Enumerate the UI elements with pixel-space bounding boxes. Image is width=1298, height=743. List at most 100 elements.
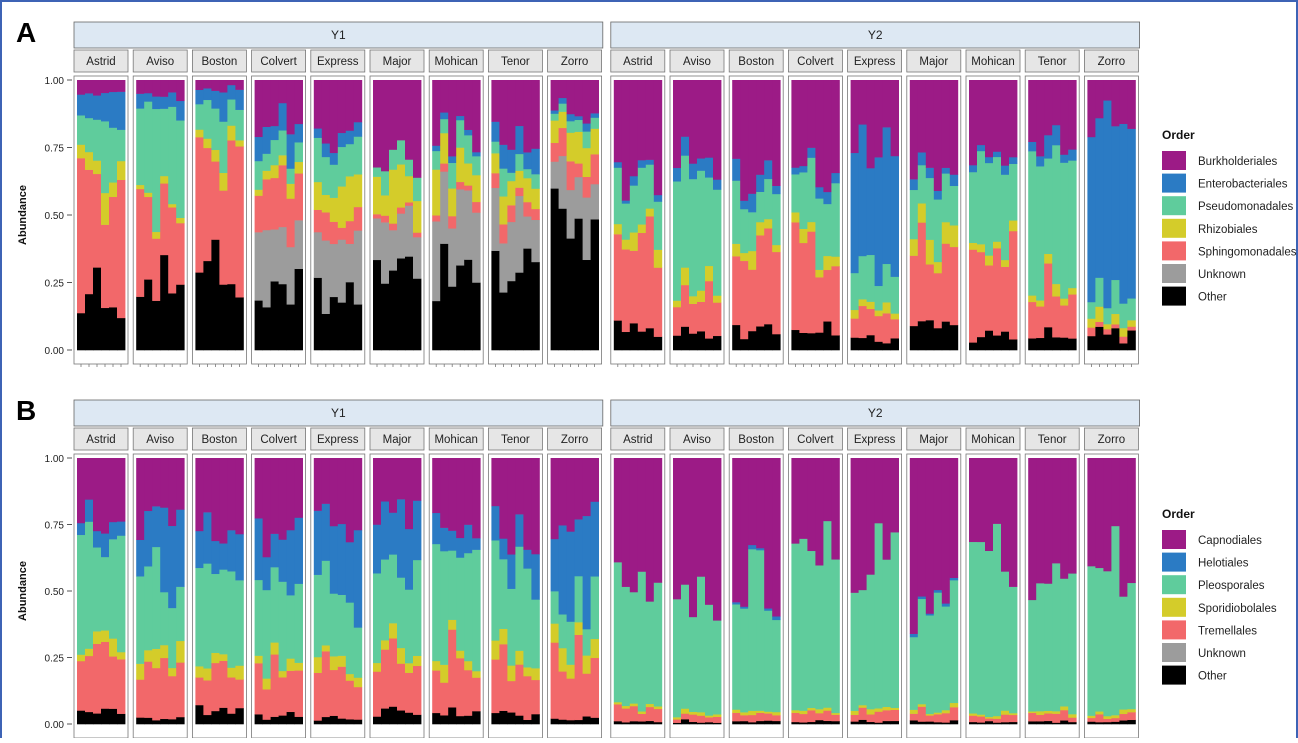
bar-segment (507, 665, 516, 682)
bar-segment (136, 93, 145, 109)
bar-segment (705, 80, 714, 158)
bar-segment (993, 722, 1002, 725)
bar-segment (117, 535, 126, 653)
bar-segment (850, 309, 859, 319)
bar-segment (1111, 721, 1120, 725)
bar-segment (850, 714, 859, 722)
bar-segment (1001, 174, 1010, 261)
bar-segment (353, 230, 363, 305)
bar-segment (472, 282, 481, 351)
bar-segment (531, 261, 540, 351)
bar-segment (823, 255, 832, 271)
bar-segment (772, 711, 781, 716)
cultivar-strip (728, 427, 784, 451)
bar-segment (807, 721, 816, 725)
bar-segment (491, 121, 500, 142)
bar-segment (227, 571, 236, 668)
bar-segment (499, 168, 508, 197)
bar-segment (373, 662, 382, 672)
bar-segment (456, 80, 465, 117)
cultivar-strip-label: Mohican (971, 434, 1014, 446)
bar-segment (1087, 715, 1096, 719)
bar-segment (203, 99, 212, 139)
bar-segment (211, 80, 220, 91)
bar-segment (823, 710, 832, 722)
bar-segment (772, 619, 781, 713)
cultivar-strip-label: Astrid (86, 434, 115, 446)
bar-segment (211, 149, 220, 162)
bar-segment (491, 250, 500, 351)
bar-segment (1001, 259, 1010, 267)
bar-segment (321, 313, 331, 351)
bar-segment (1095, 80, 1104, 119)
bar-segment (582, 176, 591, 198)
bar-segment (405, 80, 414, 160)
bar-segment (582, 131, 591, 149)
bar-segment (985, 720, 994, 725)
bar-segment (1103, 721, 1112, 725)
bar-segment (321, 560, 331, 646)
bar-segment (993, 718, 1002, 723)
bar-segment (815, 269, 824, 278)
cultivar-strip (906, 49, 962, 73)
bar-segment (515, 80, 524, 127)
bar-segment (136, 108, 145, 186)
bar-segment (850, 721, 859, 725)
bar-segment (329, 296, 339, 351)
bar-segment (227, 80, 236, 86)
bar-segment (85, 80, 94, 94)
bar-segment (152, 96, 161, 110)
y-axis-label: Abundance (17, 185, 29, 245)
bar-segment (270, 642, 279, 655)
bar-segment (345, 243, 355, 283)
bar-segment (1036, 721, 1045, 725)
bar-segment (499, 292, 508, 351)
bar-segment (713, 80, 722, 180)
bar-segment (337, 458, 347, 525)
bar-segment (590, 657, 599, 718)
bar-segment (413, 655, 422, 667)
bar-segment (917, 152, 927, 166)
cultivar-strip-label: Boston (201, 56, 237, 68)
bar-segment (1044, 458, 1053, 584)
bar-segment (1111, 279, 1120, 315)
bar-segment (917, 704, 927, 707)
bar-segment (168, 458, 177, 527)
bar-segment (823, 720, 832, 725)
bar-segment (1087, 301, 1096, 319)
bar-segment (93, 80, 102, 96)
bar-segment (550, 110, 559, 114)
bar-segment (1127, 330, 1136, 351)
cultivar-strip-label: Boston (738, 56, 774, 68)
bar-segment (523, 80, 532, 153)
bar-segment (858, 719, 867, 725)
bar-segment (799, 228, 808, 244)
legend-swatch (1162, 530, 1186, 549)
bar-segment (574, 519, 583, 577)
bar-segment (278, 670, 287, 678)
bar-segment (874, 157, 883, 287)
bar-segment (740, 208, 749, 254)
bar-segment (219, 190, 228, 285)
bar-segment (1009, 80, 1018, 158)
bar-segment (807, 147, 816, 158)
bar-segment (1036, 583, 1045, 712)
bar-segment (262, 678, 271, 690)
bar-segment (977, 716, 986, 723)
bar-segment (109, 458, 118, 523)
bar-segment (866, 254, 875, 302)
bar-segment (168, 525, 177, 609)
bar-segment (681, 267, 690, 286)
bar-segment (807, 157, 816, 223)
bar-segment (1127, 326, 1136, 331)
bar-segment (574, 622, 583, 636)
bar-segment (985, 716, 994, 719)
bar-segment (373, 524, 382, 574)
bar-segment (645, 80, 655, 160)
bar-segment (345, 130, 355, 145)
bar-segment (985, 718, 994, 722)
bar-segment (507, 205, 516, 223)
bar-segment (440, 458, 449, 528)
bar-segment (550, 642, 559, 719)
bar-segment (432, 512, 441, 545)
